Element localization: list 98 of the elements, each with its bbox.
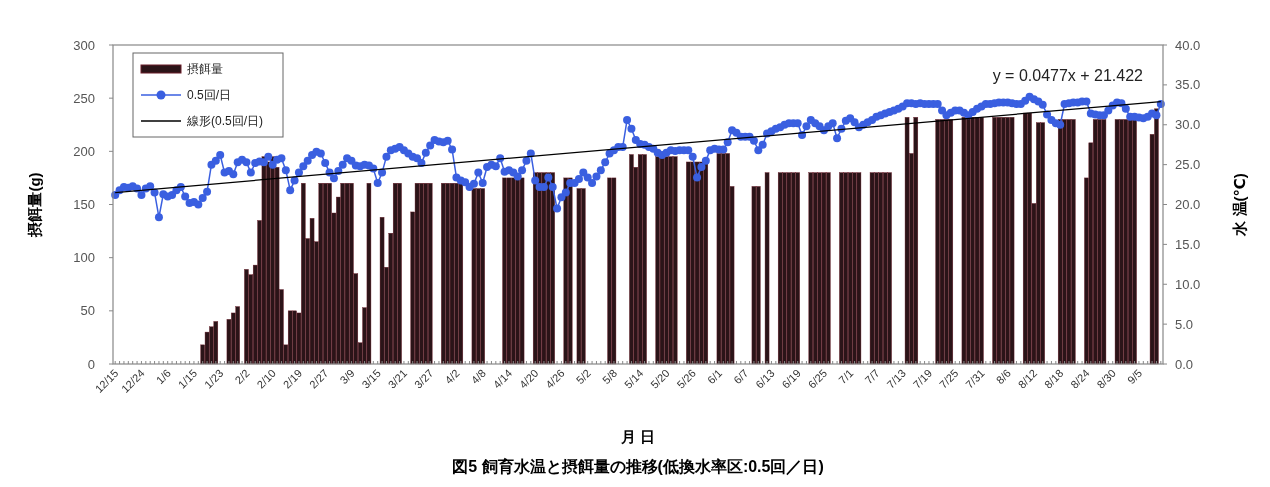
bar <box>309 218 315 365</box>
bar <box>1040 122 1045 365</box>
x-tick-label: 9/5 <box>1125 366 1145 387</box>
bar <box>244 269 249 365</box>
legend-label: 0.5回/日 <box>187 88 232 103</box>
bar <box>847 172 853 365</box>
bar <box>397 183 402 365</box>
bar <box>441 183 446 365</box>
x-axis-title: 月 日 <box>619 428 656 445</box>
bar <box>637 154 643 365</box>
y2-tick-label: 10.0 <box>1175 276 1201 292</box>
bar <box>611 177 617 365</box>
x-tick-label: 7/19 <box>910 366 935 391</box>
legend-label: 摂餌量 <box>187 62 223 77</box>
x-tick-label: 5/20 <box>648 366 672 391</box>
bar <box>904 117 910 365</box>
x-tick-label: 8/24 <box>1068 366 1092 391</box>
y-axis-title: 摂餌量(g) <box>26 172 43 238</box>
bar <box>764 172 770 365</box>
bar <box>782 172 787 365</box>
x-tick-label: 5/8 <box>600 366 620 387</box>
bar <box>235 306 240 365</box>
bar <box>445 183 450 365</box>
bar <box>414 183 420 365</box>
x-tick-label: 4/20 <box>516 366 541 391</box>
x-tick-label: 7/7 <box>862 366 882 387</box>
bar <box>996 117 1002 365</box>
x-tick-label: 5/2 <box>573 366 594 387</box>
text: 図5 飼育水温と摂餌量の推移(低換水率区:0.5回／日) <box>452 457 824 476</box>
x-tick-label: 8/12 <box>1015 366 1040 391</box>
bar <box>882 172 888 365</box>
bar <box>869 172 875 365</box>
bar <box>1009 117 1015 365</box>
y-tick-label: 50 <box>80 303 95 319</box>
y2-tick-label: 5.0 <box>1175 316 1194 332</box>
bar <box>392 183 398 365</box>
y2-tick-label: 30.0 <box>1175 117 1201 133</box>
bar <box>856 172 862 365</box>
x-tick-label: 6/7 <box>731 366 751 387</box>
bar <box>427 183 433 365</box>
bar <box>821 172 827 365</box>
y2-tick-label: 35.0 <box>1175 77 1201 93</box>
bar <box>843 172 849 365</box>
y2-tick-label: 20.0 <box>1175 197 1201 213</box>
bar <box>213 321 219 365</box>
x-tick-label: 7/31 <box>963 366 987 391</box>
bar <box>366 183 372 365</box>
bar <box>935 119 940 365</box>
bar <box>812 172 818 365</box>
bar <box>817 172 822 365</box>
bar <box>642 154 647 365</box>
bar <box>839 172 844 365</box>
x-tick-label: 2/2 <box>232 366 252 387</box>
x-tick-label: 6/19 <box>779 366 804 391</box>
bar <box>318 183 324 365</box>
y-tick-label: 200 <box>73 143 95 159</box>
y2-tick-label: 15.0 <box>1175 236 1201 252</box>
bar <box>292 310 297 365</box>
bar <box>913 117 919 365</box>
x-tick-label: 4/2 <box>442 366 462 387</box>
y-tick-label: 0 <box>87 356 95 372</box>
y2-axis-title: 水 温(℃) <box>1231 173 1248 237</box>
bar <box>887 172 892 365</box>
x-tick-label: 1/6 <box>153 366 174 387</box>
bar <box>629 154 634 365</box>
y-tick-label: 250 <box>73 90 95 106</box>
annotation: y = 0.0477x + 21.422 <box>992 67 1144 84</box>
x-tick-label: 7/1 <box>836 366 856 387</box>
y-tick-label: 300 <box>73 37 95 53</box>
x-tick-label: 8/30 <box>1094 366 1119 391</box>
bar <box>344 183 350 365</box>
bar <box>379 217 385 365</box>
bar <box>287 310 293 365</box>
bar <box>992 117 997 365</box>
y-tick-label: 100 <box>73 250 95 266</box>
x-tick-label: 3/9 <box>337 366 357 387</box>
bar <box>878 172 884 365</box>
bar <box>423 183 429 365</box>
legend-label: 線形(0.5回/日) <box>186 114 264 129</box>
bar <box>777 172 783 365</box>
bar <box>751 186 757 365</box>
bar <box>340 183 345 365</box>
x-tick-label: 8/6 <box>993 366 1014 387</box>
x-tick-label: 3/21 <box>385 366 410 391</box>
y2-tick-label: 40.0 <box>1175 37 1201 53</box>
bar <box>786 172 792 365</box>
bar <box>1066 119 1072 365</box>
bar <box>1027 112 1032 365</box>
x-tick-label: 4/8 <box>468 366 489 387</box>
bar <box>808 172 814 365</box>
bar <box>795 172 800 365</box>
y-tick-label: 150 <box>73 197 95 213</box>
bar <box>1114 119 1120 365</box>
y2-tick-label: 25.0 <box>1175 157 1201 173</box>
x-tick-label: 6/1 <box>705 366 725 387</box>
bar <box>1022 112 1028 365</box>
bar <box>322 183 328 365</box>
y2-tick-label: 0.0 <box>1175 356 1194 372</box>
